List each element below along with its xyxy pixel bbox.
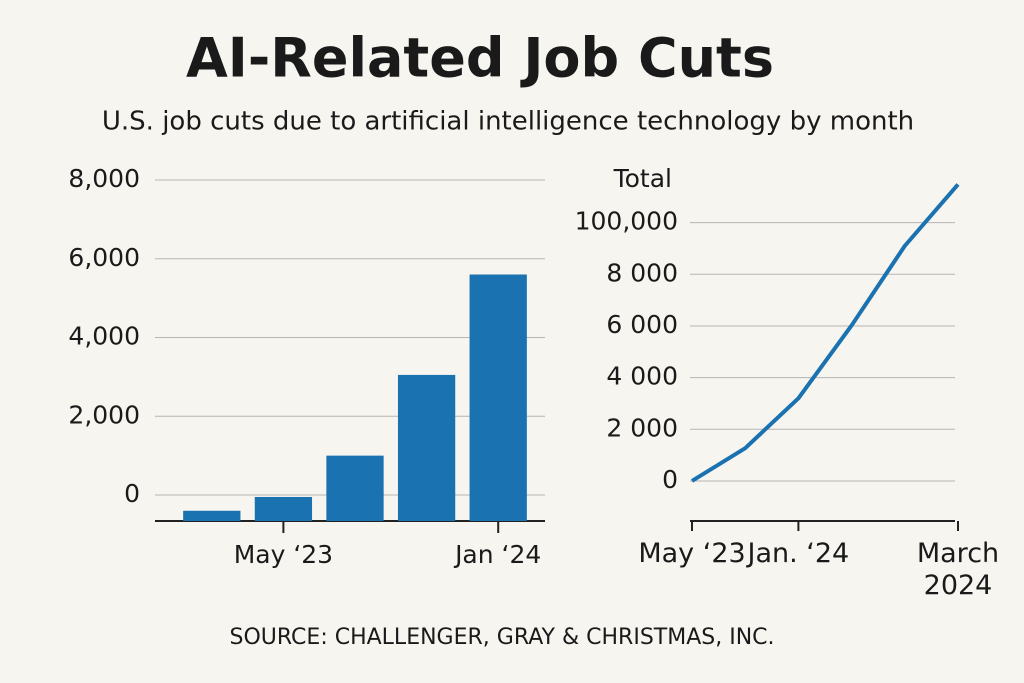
x-tick-label: Jan ‘24	[453, 540, 541, 569]
y-axis-label: Total	[613, 164, 672, 193]
y-tick-label: 2 000	[606, 413, 678, 442]
y-tick-label: 0	[662, 465, 678, 494]
chart-title: AI-Related Job Cuts	[186, 27, 774, 90]
y-tick-label: 2,000	[68, 400, 140, 429]
source-note: SOURCE: CHALLENGER, GRAY & CHRISTMAS, IN…	[229, 625, 774, 650]
y-tick-label: 0	[124, 479, 140, 508]
bar	[254, 496, 313, 521]
y-tick-label: 4,000	[68, 322, 140, 351]
x-tick-label: Jan. ‘24	[747, 538, 850, 569]
chart-subtitle: U.S. job cuts due to artificial intellig…	[102, 107, 914, 137]
bar	[326, 455, 384, 521]
x-tick-label: May ‘23	[234, 540, 333, 569]
x-tick-label: March 2024	[916, 538, 1000, 601]
y-tick-label: 6,000	[68, 243, 140, 272]
y-tick-label: 100,000	[575, 207, 678, 236]
x-tick-label: May ‘23	[638, 538, 746, 569]
line-series	[690, 183, 960, 483]
y-tick-label: 6 000	[606, 310, 678, 339]
y-tick-label: 8 000	[606, 258, 678, 287]
bar	[397, 374, 456, 521]
y-tick-label: 4 000	[606, 362, 678, 391]
y-tick-label: 8,000	[68, 164, 140, 193]
bar	[469, 274, 527, 521]
bar	[183, 510, 241, 521]
